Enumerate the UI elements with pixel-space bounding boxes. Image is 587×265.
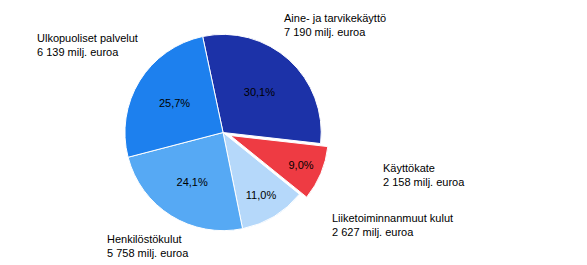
svg-text:25,7%: 25,7% xyxy=(159,97,190,109)
svg-text:Liiketoiminnanmuut kulut2 627: Liiketoiminnanmuut kulut2 627 milj. euro… xyxy=(332,212,453,238)
svg-text:Käyttökate2 158 milj. euroa: Käyttökate2 158 milj. euroa xyxy=(383,162,465,188)
svg-text:24,1%: 24,1% xyxy=(177,176,208,188)
svg-text:11,0%: 11,0% xyxy=(246,189,277,201)
svg-text:Henkilöstökulut5 758 milj. eur: Henkilöstökulut5 758 milj. euroa xyxy=(107,233,189,259)
svg-text:Ulkopuoliset palvelut6 139 mil: Ulkopuoliset palvelut6 139 milj. euroa xyxy=(37,32,138,58)
svg-text:Aine- ja tarvikekäyttö7 190 mi: Aine- ja tarvikekäyttö7 190 milj. euroa xyxy=(284,12,386,38)
svg-text:30,1%: 30,1% xyxy=(244,86,275,98)
svg-text:9,0%: 9,0% xyxy=(288,159,313,171)
